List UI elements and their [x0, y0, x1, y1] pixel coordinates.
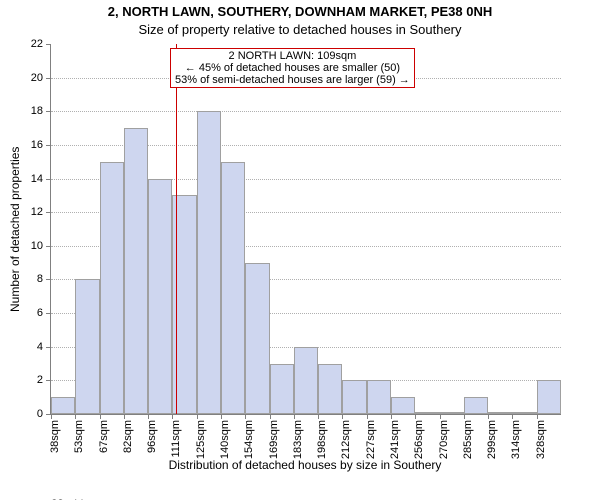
histogram-bar: [51, 397, 75, 414]
x-tick-label: 154sqm: [243, 420, 255, 459]
histogram-bar: [391, 397, 415, 414]
histogram-bar: [512, 412, 536, 414]
plot-area: 024681012141618202238sqm53sqm67sqm82sqm9…: [50, 44, 561, 415]
x-tick: [100, 414, 101, 419]
histogram-bar: [221, 162, 245, 414]
x-tick-label: 256sqm: [413, 420, 425, 459]
x-tick-label: 227sqm: [365, 420, 377, 459]
x-tick: [512, 414, 513, 419]
x-tick: [294, 414, 295, 419]
y-tick: [46, 246, 51, 247]
x-tick: [197, 414, 198, 419]
y-tick: [46, 380, 51, 381]
y-tick-label: 16: [31, 139, 43, 151]
marker-line: [176, 44, 177, 414]
histogram-bar: [100, 162, 124, 414]
x-tick-label: 328sqm: [535, 420, 547, 459]
gridline: [51, 111, 561, 112]
histogram-bar: [294, 347, 318, 414]
annotation-line: ← 45% of detached houses are smaller (50…: [175, 62, 410, 74]
x-tick-label: 67sqm: [98, 420, 110, 453]
histogram-bar: [488, 412, 512, 414]
x-tick-label: 314sqm: [510, 420, 522, 459]
y-tick: [46, 179, 51, 180]
x-tick-label: 140sqm: [219, 420, 231, 459]
y-tick-label: 12: [31, 206, 43, 218]
y-tick: [46, 347, 51, 348]
y-tick: [46, 279, 51, 280]
x-tick-label: 212sqm: [340, 420, 352, 459]
histogram-bar: [415, 412, 439, 414]
y-axis-label: Number of detached properties: [8, 44, 22, 414]
histogram-bar: [342, 380, 366, 414]
x-tick-label: 183sqm: [292, 420, 304, 459]
y-tick-label: 2: [37, 374, 43, 386]
y-tick-label: 0: [37, 408, 43, 420]
x-tick: [270, 414, 271, 419]
chart-container: 2, NORTH LAWN, SOUTHERY, DOWNHAM MARKET,…: [0, 0, 600, 500]
annotation-line: 53% of semi-detached houses are larger (…: [175, 74, 410, 86]
x-tick: [464, 414, 465, 419]
y-tick: [46, 313, 51, 314]
chart-title-1: 2, NORTH LAWN, SOUTHERY, DOWNHAM MARKET,…: [0, 4, 600, 19]
x-tick-label: 82sqm: [122, 420, 134, 453]
histogram-bar: [318, 364, 342, 414]
x-tick: [172, 414, 173, 419]
histogram-bar: [440, 412, 464, 414]
y-tick-label: 4: [37, 341, 43, 353]
y-tick-label: 20: [31, 72, 43, 84]
histogram-bar: [537, 380, 561, 414]
y-tick-label: 18: [31, 105, 43, 117]
histogram-bar: [245, 263, 269, 414]
histogram-bar: [197, 111, 221, 414]
x-tick: [488, 414, 489, 419]
y-tick-label: 10: [31, 240, 43, 252]
histogram-bar: [75, 279, 99, 414]
x-tick-label: 285sqm: [462, 420, 474, 459]
y-tick: [46, 44, 51, 45]
x-tick-label: 53sqm: [73, 420, 85, 453]
x-tick-label: 169sqm: [268, 420, 280, 459]
x-tick: [415, 414, 416, 419]
x-tick-label: 299sqm: [486, 420, 498, 459]
x-tick: [342, 414, 343, 419]
x-tick: [440, 414, 441, 419]
y-tick: [46, 145, 51, 146]
x-tick-label: 111sqm: [170, 420, 182, 458]
y-tick-label: 8: [37, 273, 43, 285]
x-tick: [148, 414, 149, 419]
y-tick: [46, 212, 51, 213]
histogram-bar: [367, 380, 391, 414]
x-tick: [75, 414, 76, 419]
histogram-bar: [464, 397, 488, 414]
annotation-line: 2 NORTH LAWN: 109sqm: [175, 50, 410, 62]
x-tick-label: 270sqm: [438, 420, 450, 459]
x-tick: [391, 414, 392, 419]
y-tick-label: 14: [31, 173, 43, 185]
y-tick: [46, 111, 51, 112]
histogram-bar: [148, 179, 172, 414]
x-tick-label: 96sqm: [146, 420, 158, 453]
x-tick: [318, 414, 319, 419]
annotation-box: 2 NORTH LAWN: 109sqm← 45% of detached ho…: [170, 48, 415, 88]
x-tick: [124, 414, 125, 419]
x-tick: [537, 414, 538, 419]
x-tick: [51, 414, 52, 419]
x-tick: [245, 414, 246, 419]
histogram-bar: [270, 364, 294, 414]
x-axis-label: Distribution of detached houses by size …: [50, 458, 560, 472]
y-tick: [46, 78, 51, 79]
y-tick-label: 22: [31, 38, 43, 50]
x-tick: [367, 414, 368, 419]
x-tick-label: 125sqm: [195, 420, 207, 459]
histogram-bar: [124, 128, 148, 414]
x-tick: [221, 414, 222, 419]
y-tick-label: 6: [37, 307, 43, 319]
x-tick-label: 241sqm: [389, 420, 401, 459]
x-tick-label: 38sqm: [49, 420, 61, 453]
chart-title-2: Size of property relative to detached ho…: [0, 22, 600, 37]
x-tick-label: 198sqm: [316, 420, 328, 459]
